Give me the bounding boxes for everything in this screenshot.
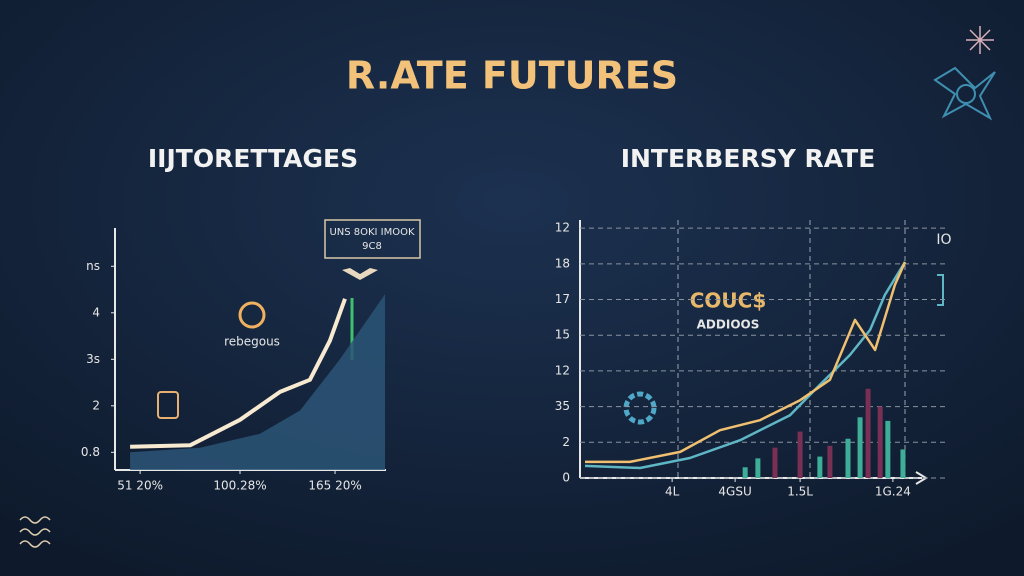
squiggle-icon	[19, 516, 51, 548]
annotation: 9C8	[362, 241, 382, 252]
bar	[865, 388, 871, 478]
bar	[845, 438, 851, 478]
annotation-box	[324, 219, 421, 259]
area	[130, 294, 385, 470]
chevron-icon	[342, 268, 378, 280]
bar	[885, 420, 891, 478]
bar	[755, 458, 761, 478]
line	[584, 261, 907, 470]
y-tick-label: 12	[555, 363, 570, 377]
x-tick-label: 165 20%	[308, 479, 361, 493]
page-title: R.ATE FUTURES	[346, 54, 678, 98]
y-tick-label: 35	[555, 399, 570, 413]
y-tick-label: 15	[555, 328, 570, 342]
y-tick-label: 12	[555, 221, 570, 235]
x-tick-label: 100.28%	[213, 479, 266, 493]
x-tick-label: 51 20%	[117, 479, 163, 493]
bracket-icon	[937, 274, 944, 306]
annotation: UNS 8OKI IMOOK	[329, 227, 415, 238]
bar	[742, 467, 748, 478]
annotation: ADDIOOS	[697, 318, 760, 332]
chart-subtitle: INTERBERSY RATE	[621, 144, 876, 173]
bar	[877, 406, 883, 478]
x-tick-label: 1.5L	[787, 485, 813, 499]
vertical-guides	[677, 220, 906, 478]
bar	[797, 431, 803, 478]
y-tick-label: 18	[555, 256, 570, 270]
y-tick-label: 3s	[86, 352, 100, 366]
y-tick-label: 0	[562, 471, 570, 485]
y-tick-label: 2	[562, 435, 570, 449]
bar	[772, 447, 778, 478]
y-tick-label: 2	[92, 398, 100, 412]
shield-icon	[157, 391, 179, 419]
annotation: IO	[936, 232, 951, 248]
star-icon	[933, 66, 996, 121]
spark-icon	[966, 26, 994, 54]
y-tick-label: 17	[555, 292, 570, 306]
bar	[817, 456, 823, 478]
y-tick-label: 4	[92, 305, 100, 319]
y-tick-label: ns	[86, 259, 100, 273]
annotation: rebegous	[224, 335, 280, 349]
chart-subtitle: IIJTORETTAGES	[148, 144, 358, 173]
bar	[857, 417, 863, 478]
x-tick-label: 4L	[665, 485, 680, 499]
y-tick-label: 0.8	[81, 445, 100, 459]
bar	[900, 449, 906, 478]
badge-icon	[238, 301, 266, 329]
annotation: COUC$	[690, 289, 767, 313]
x-tick-label: 1G.24	[875, 485, 911, 499]
line	[585, 261, 907, 464]
bar	[827, 445, 833, 478]
line	[130, 298, 347, 449]
x-tick-label: 4GSU	[718, 485, 751, 499]
gear-icon	[623, 391, 657, 425]
